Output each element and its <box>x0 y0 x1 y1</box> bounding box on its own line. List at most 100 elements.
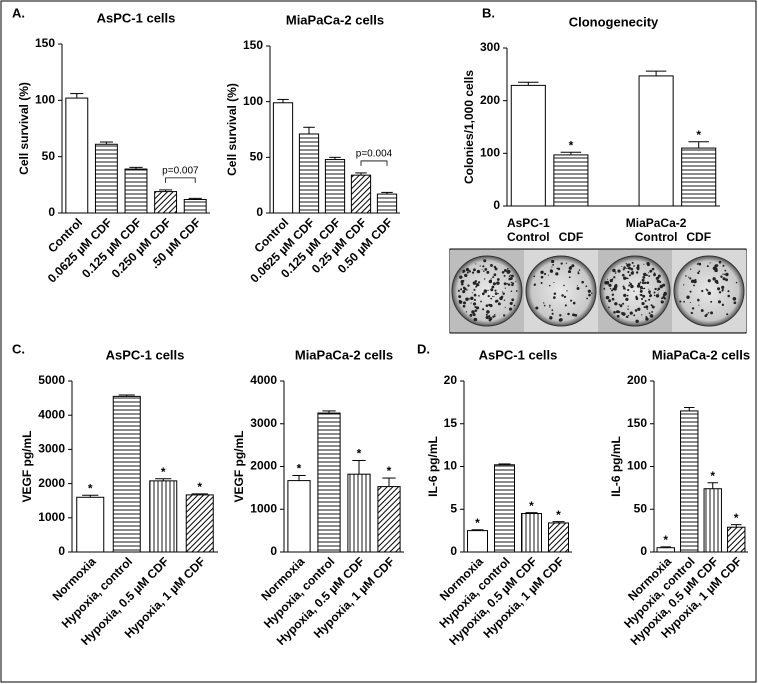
colony <box>660 300 664 304</box>
significance-mark: * <box>569 138 574 152</box>
colony <box>493 315 496 318</box>
y-tick-label: 1000 <box>38 510 65 524</box>
colony <box>718 291 722 294</box>
colony <box>639 290 643 293</box>
colony <box>566 290 568 292</box>
colony <box>636 284 641 288</box>
significance-mark: * <box>161 465 166 479</box>
colony <box>547 274 549 276</box>
colony <box>648 275 651 277</box>
colony <box>586 297 589 300</box>
y-tick-label: 2000 <box>250 459 277 473</box>
y-tick-label: 100 <box>480 146 500 160</box>
y-tick-label: 150 <box>627 416 647 430</box>
colony <box>722 264 725 267</box>
colony <box>483 270 485 272</box>
colony <box>609 278 613 283</box>
significance-mark: * <box>357 447 362 461</box>
colony <box>495 299 499 303</box>
y-tick-label: 300 <box>480 40 500 54</box>
colony <box>618 303 621 306</box>
colony <box>473 293 477 297</box>
colony <box>578 269 581 271</box>
panel-label: B. <box>482 5 495 20</box>
colony <box>503 269 507 272</box>
colony <box>633 314 636 317</box>
colony <box>478 284 480 286</box>
y-tick-label: 3000 <box>38 442 65 456</box>
colony <box>637 307 641 311</box>
y-tick-label: 0 <box>450 544 457 558</box>
colony <box>492 276 495 279</box>
colony <box>705 288 707 290</box>
colony <box>721 285 725 289</box>
colony <box>707 279 711 283</box>
colony <box>482 308 485 311</box>
colony <box>466 271 469 274</box>
colony <box>648 312 651 315</box>
colony <box>693 284 695 287</box>
colony <box>690 281 693 283</box>
colony <box>697 262 699 264</box>
colony <box>496 282 499 285</box>
colony <box>567 270 572 274</box>
y-axis-label: Cell survival (%) <box>17 82 31 175</box>
colony <box>607 278 609 280</box>
colony <box>626 277 629 280</box>
y-tick-label: 100 <box>627 459 647 473</box>
colony <box>644 281 647 284</box>
y-tick-label: 0 <box>58 544 65 558</box>
colony <box>651 311 653 313</box>
colony <box>632 270 634 273</box>
y-axis-label: IL-6 pg/mL <box>426 436 440 497</box>
colony <box>611 297 615 301</box>
bar <box>124 168 148 214</box>
colony <box>552 264 555 266</box>
y-tick-label: 200 <box>627 373 647 387</box>
colony <box>543 272 547 276</box>
colony <box>561 294 564 297</box>
x-tick-label: Control <box>635 230 678 244</box>
x-tick-label: CDF <box>686 230 711 244</box>
colony <box>468 298 470 300</box>
colony <box>470 296 474 301</box>
colony <box>470 302 472 304</box>
colony <box>651 267 655 271</box>
colony <box>492 295 494 298</box>
colony <box>469 313 473 317</box>
y-tick-label: 5000 <box>38 373 65 387</box>
colony <box>487 294 490 298</box>
colony <box>488 316 493 321</box>
colony <box>515 280 517 282</box>
bar <box>185 494 214 553</box>
colony <box>698 262 702 266</box>
colony <box>646 281 650 284</box>
colony <box>634 309 638 312</box>
colony <box>581 280 584 284</box>
y-tick-label: 0 <box>256 205 263 219</box>
colony <box>496 278 500 281</box>
colony <box>617 269 621 273</box>
significance-mark: * <box>88 481 93 495</box>
colony <box>462 279 465 282</box>
colony <box>643 306 646 309</box>
colony <box>549 316 553 320</box>
significance-mark: * <box>734 511 739 525</box>
panel-label: C. <box>12 341 25 356</box>
colony <box>721 303 725 306</box>
colony <box>493 296 495 298</box>
colony <box>653 291 656 294</box>
colony <box>641 301 645 306</box>
colony <box>630 284 634 289</box>
colony <box>643 272 647 277</box>
colony <box>648 272 650 274</box>
colony <box>625 297 629 301</box>
colony <box>481 269 483 271</box>
colony <box>489 304 493 308</box>
colony <box>645 305 649 309</box>
colony <box>613 310 616 314</box>
colony <box>657 289 659 292</box>
colony <box>533 275 536 278</box>
colony <box>510 274 512 277</box>
colony <box>656 279 660 283</box>
